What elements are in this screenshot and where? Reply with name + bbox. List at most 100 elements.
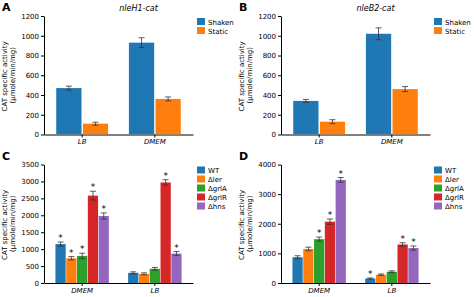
y-tick-mark [278, 165, 281, 166]
legend-swatch [197, 167, 205, 174]
annotation: * [69, 248, 74, 258]
legend-item: Δhns [434, 203, 463, 212]
legend-swatch [434, 185, 442, 192]
legend-item: ΔgrlR [434, 194, 464, 203]
error-bar [329, 120, 335, 124]
y-tick-label: 2000 [21, 212, 39, 220]
y-tick: 800 [263, 52, 281, 60]
legend-item: Shaken [434, 18, 471, 27]
title: nleB2-cat [356, 4, 395, 13]
legend-item: Δler [434, 176, 459, 185]
y-tick: 0 [35, 280, 44, 288]
y-tick-mark [41, 115, 44, 116]
legend-swatch [434, 194, 442, 201]
title: nleH1-cat [119, 4, 159, 13]
y-tick: 2000 [21, 212, 44, 220]
plot: 01000200030004000DMEMLBCAT specific acti… [238, 161, 464, 295]
y-axis-label-line: CAT specific activity [238, 41, 246, 111]
bar [99, 216, 109, 283]
y-tick: 3500 [21, 161, 44, 169]
y-axis-label-line: (μmole/min/mg) [246, 47, 254, 104]
x-tick-mark [82, 283, 83, 286]
legend: WTΔlerΔgrlAΔgrlRΔhns [434, 167, 464, 212]
annotation: * [101, 204, 106, 214]
legend-swatch [197, 176, 205, 183]
y-axis-label-line: (μmole/min/mg) [9, 47, 17, 104]
x-tick-label: LB [150, 287, 159, 295]
y-tick: 400 [263, 92, 281, 100]
annotation: * [368, 269, 373, 279]
y-tick: 2500 [21, 195, 44, 203]
legend-swatch [434, 27, 442, 34]
legend-item: WT [434, 167, 457, 176]
y-tick-mark [41, 16, 44, 17]
y-tick-label: 2500 [21, 195, 39, 203]
figure: 020040060080010001200LBDMEMnleH1-catCAT … [0, 0, 474, 297]
marks [293, 28, 418, 135]
y-tick-mark [41, 249, 44, 250]
series [99, 213, 182, 283]
annotation: * [328, 210, 333, 220]
error-bar [303, 99, 309, 102]
y-tick-mark [278, 16, 281, 17]
error-bar [165, 97, 171, 101]
bar [161, 182, 171, 283]
y-tick: 3000 [21, 178, 44, 186]
x-axis-line [282, 135, 431, 136]
x-tick-label: DMEM [71, 287, 93, 295]
x-axis: LBDMEM [282, 135, 431, 147]
plot: 020040060080010001200LBDMEMnleH1-catCAT … [1, 4, 234, 146]
y-tick-label: 4000 [258, 161, 276, 169]
y-tick-label: 800 [26, 52, 39, 60]
legend-label: Δler [445, 176, 459, 184]
x-tick-label: DMEM [144, 138, 166, 146]
y-tick-mark [41, 56, 44, 57]
bar [55, 244, 65, 283]
error-bar [139, 38, 145, 48]
y-tick: 1200 [21, 13, 44, 21]
y-tick: 1000 [21, 246, 44, 254]
y-tick: 1000 [258, 32, 281, 40]
legend-label: WT [445, 167, 457, 175]
marks [56, 38, 181, 135]
x-tick-mark [154, 135, 155, 138]
bar [171, 254, 181, 283]
y-tick-label: 600 [263, 72, 276, 80]
y-tick-mark [41, 165, 44, 166]
y-axis: 020040060080010001200 [258, 13, 281, 139]
y-tick-label: 200 [263, 111, 276, 119]
y-axis-label: CAT specific activity (μmole/min/mg) [1, 39, 17, 111]
legend-label: Shaken [445, 19, 471, 27]
y-tick: 0 [35, 131, 44, 139]
bar [150, 269, 160, 283]
y-tick-label: 3000 [258, 191, 276, 199]
legend-label: Δhns [445, 203, 463, 211]
x-tick-label: DMEM [381, 138, 403, 146]
x-axis-line [282, 283, 431, 284]
y-axis-label-line: CAT specific activity [1, 190, 9, 260]
y-axis-label-line: (μmole/min/mg) [9, 195, 17, 252]
bar [56, 88, 81, 134]
x-tick: DMEM [71, 283, 93, 295]
legend: WTΔlerΔgrlAΔgrlRΔhns [197, 167, 227, 212]
legend-swatch [197, 185, 205, 192]
series [293, 28, 391, 135]
error-bar [90, 191, 96, 200]
annotation: * [400, 234, 405, 244]
x-tick: LB [78, 135, 87, 147]
y-tick-label: 1000 [21, 32, 39, 40]
y-tick: 400 [26, 92, 44, 100]
legend-label: ΔgrlA [208, 185, 227, 193]
legend-item: Δhns [197, 203, 226, 212]
x-tick-mark [391, 283, 392, 286]
x-axis: DMEMLB [282, 283, 431, 295]
bar [292, 257, 302, 283]
y-tick: 800 [26, 52, 44, 60]
y-tick-label: 1000 [21, 246, 39, 254]
y-axis-line [281, 17, 282, 136]
x-tick-mark [391, 135, 392, 138]
y-tick-mark [41, 198, 44, 199]
series [320, 87, 418, 135]
y-axis-label-line: (μmole/min/mg) [246, 195, 254, 252]
plot: 020040060080010001200LBDMEMnleB2-catCAT … [238, 4, 471, 146]
